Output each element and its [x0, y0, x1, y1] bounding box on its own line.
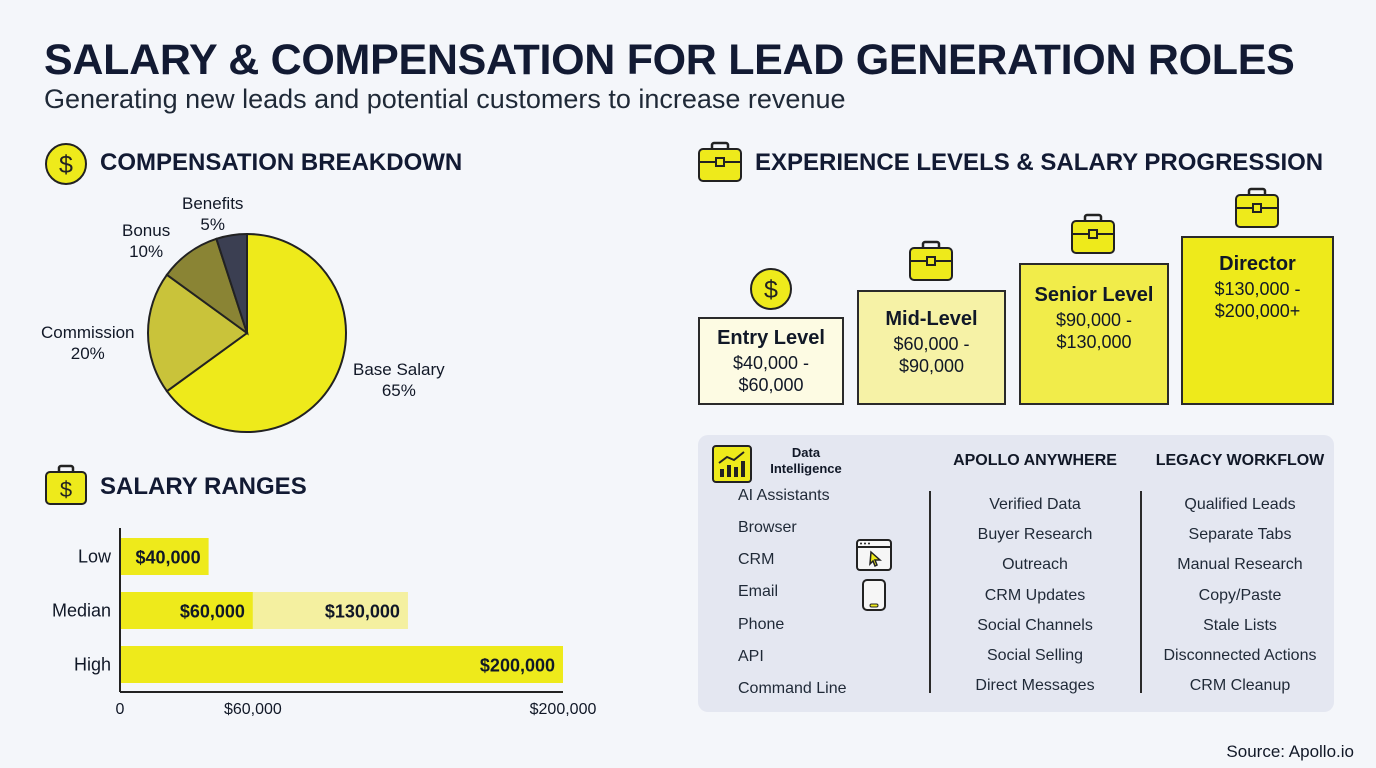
channel-crm: CRM	[738, 551, 775, 568]
pie-label-benefits-value: 5%	[200, 215, 225, 234]
pie-slice-commission	[147, 273, 249, 393]
panel-heading: Data Intelligence	[770, 445, 842, 476]
briefcase-icon	[1071, 213, 1115, 254]
bar-value-label: $60,000	[180, 602, 245, 622]
x-tick-label: $200,000	[530, 701, 597, 718]
channel-email: Email	[738, 583, 779, 600]
page-title: SALARY & COMPENSATION FOR LEAD GENERATIO…	[44, 36, 1295, 84]
level-card-mid: Mid-Level $60,000 - $90,000	[857, 290, 1006, 405]
category-label-low: Low	[78, 547, 112, 567]
level-name: Senior Level	[1034, 284, 1154, 306]
compensation-section-title: COMPENSATION BREAKDOWN	[100, 149, 463, 176]
pie-label-bonus-name: Bonus	[122, 221, 171, 240]
level-name: Mid-Level	[885, 308, 978, 330]
pie-label-base-salary-value: 65%	[381, 381, 416, 400]
level-name: Director	[1219, 253, 1296, 275]
category-label-median: Median	[52, 601, 111, 621]
pie-label-bonus: Bonus 10%	[122, 220, 170, 262]
chart-growth-icon	[712, 445, 752, 483]
bar-median-1	[120, 592, 253, 629]
apollo-item: Social Channels	[977, 617, 1093, 634]
apollo-item: Buyer Research	[977, 526, 1093, 543]
pie-slice-base-salary	[165, 232, 347, 433]
channel-phone: Phone	[738, 616, 785, 633]
level-range: $90,000 - $130,000	[1055, 310, 1133, 352]
channel-browser: Browser	[738, 519, 797, 536]
experience-section-title: EXPERIENCE LEVELS & SALARY PROGRESSION	[755, 149, 1324, 176]
browser-cursor-icon	[856, 539, 892, 571]
pie-label-commission-value: 20%	[70, 344, 105, 363]
legacy-item: Manual Research	[1177, 556, 1303, 573]
column-divider	[929, 491, 931, 693]
legacy-item: Separate Tabs	[1188, 526, 1292, 543]
bar-value-label: $40,000	[136, 548, 201, 568]
dollar-coin-icon: $	[750, 268, 792, 310]
level-card-director: Director $130,000 - $200,000+	[1181, 236, 1334, 405]
svg-text:$: $	[60, 477, 72, 502]
source-credit: Source: Apollo.io	[1226, 742, 1354, 761]
pie-label-benefits-name: Benefits	[182, 194, 244, 213]
channel-ai-assistants: AI Assistants	[738, 487, 830, 504]
bar-high-3	[120, 646, 563, 683]
bar-median-2	[252, 592, 408, 629]
briefcase-icon	[909, 240, 953, 281]
compensation-pie-chart	[147, 232, 347, 433]
pie-label-commission-name: Commission	[41, 323, 135, 342]
column-divider	[1140, 491, 1142, 693]
x-tick-label: 0	[116, 701, 125, 718]
briefcase-icon	[1235, 187, 1279, 228]
apollo-item: CRM Updates	[984, 587, 1086, 604]
dollar-coin-icon: $	[45, 143, 87, 185]
pie-label-base-salary-name: Base Salary	[353, 360, 445, 379]
level-range: $60,000 - $90,000	[893, 334, 970, 376]
svg-text:$: $	[764, 276, 778, 304]
legacy-item: Qualified Leads	[1184, 496, 1296, 513]
pie-slice-benefits	[215, 232, 248, 334]
level-name: Entry Level	[717, 327, 825, 349]
legacy-item: CRM Cleanup	[1189, 677, 1291, 694]
mobile-phone-icon	[862, 579, 886, 611]
legacy-item: Disconnected Actions	[1163, 647, 1317, 664]
category-label-high: High	[74, 655, 111, 675]
page-subtitle: Generating new leads and potential custo…	[44, 84, 846, 114]
bar-value-label: $130,000	[325, 602, 400, 622]
legacy-workflow-heading: LEGACY WORKFLOW	[1155, 452, 1325, 469]
salary-ranges-section-title: SALARY RANGES	[100, 473, 307, 500]
svg-text:$: $	[59, 151, 73, 179]
channel-api: API	[738, 648, 764, 665]
briefcase-icon	[698, 141, 742, 182]
pie-label-benefits: Benefits 5%	[182, 193, 243, 235]
legacy-item: Stale Lists	[1203, 617, 1277, 634]
data-intelligence-panel: Data Intelligence AI Assistants Browser …	[698, 435, 1334, 712]
legacy-item: Copy/Paste	[1198, 587, 1282, 604]
apollo-anywhere-heading: APOLLO ANYWHERE	[953, 452, 1117, 469]
pie-label-base-salary: Base Salary 65%	[353, 359, 445, 401]
pie-label-bonus-value: 10%	[129, 242, 164, 261]
level-range: $40,000 - $60,000	[732, 353, 810, 395]
pie-label-commission: Commission 20%	[41, 322, 135, 364]
apollo-item: Verified Data	[989, 496, 1081, 513]
bar-low-0	[120, 538, 209, 575]
money-briefcase-icon: $	[45, 464, 87, 505]
channel-command-line: Command Line	[738, 680, 847, 697]
level-card-entry: Entry Level $40,000 - $60,000	[698, 317, 844, 405]
level-card-senior: Senior Level $90,000 - $130,000	[1019, 263, 1169, 405]
bar-value-label: $200,000	[480, 656, 555, 676]
level-range: $130,000 - $200,000+	[1214, 279, 1301, 321]
x-tick-label: $60,000	[224, 701, 282, 718]
apollo-item: Social Selling	[986, 647, 1084, 664]
apollo-item: Outreach	[1002, 556, 1068, 573]
salary-ranges-bar-chart: Low Median High $40,000 $60,000 $130,000 $200,…	[52, 528, 597, 718]
apollo-item: Direct Messages	[975, 677, 1095, 694]
